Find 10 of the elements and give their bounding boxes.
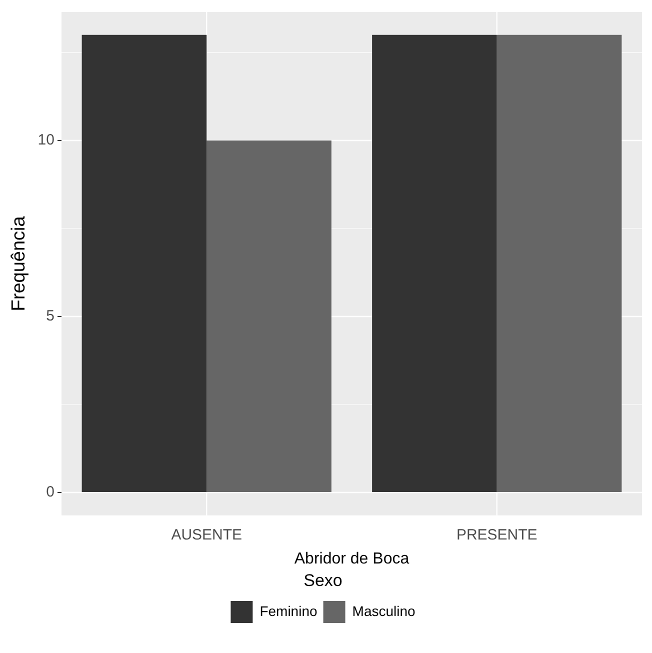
x-axis-title: Abridor de Boca	[294, 550, 410, 568]
legend-title: Sexo	[304, 570, 342, 590]
y-tick-label: 0	[46, 484, 54, 501]
x-tick-label: AUSENTE	[171, 526, 242, 544]
y-tick-label: 10	[38, 132, 54, 149]
y-axis-title: Frequência	[8, 216, 30, 312]
legend-label: Masculino	[352, 602, 416, 619]
x-tick-label: PRESENTE	[456, 526, 538, 544]
legend-label: Feminino	[260, 602, 318, 619]
y-tick-label: 5	[46, 308, 54, 325]
